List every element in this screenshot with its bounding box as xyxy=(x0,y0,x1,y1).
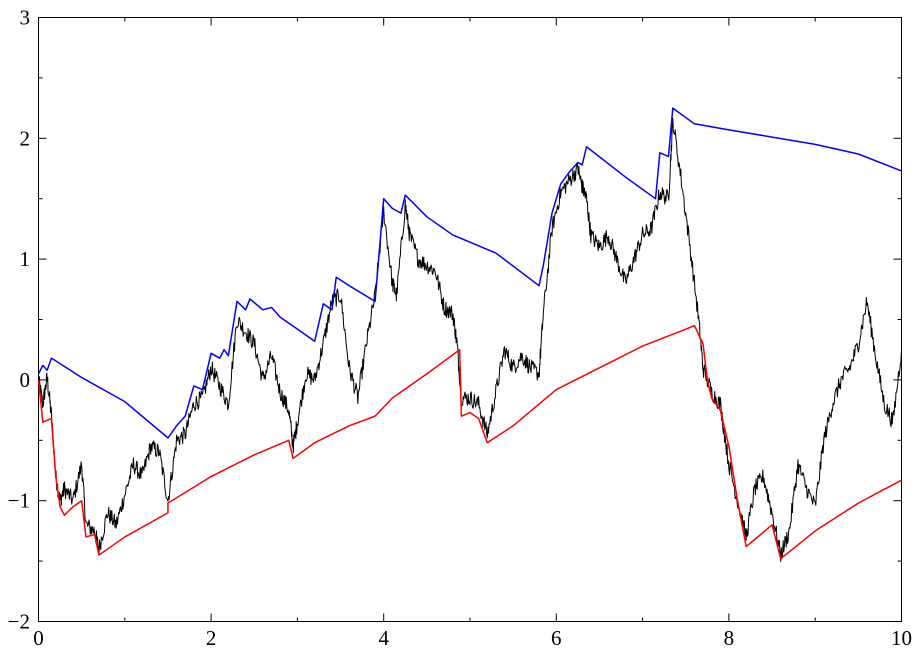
axis-ticks: 0 2 4 6 8 10 −2 −1 0 1 2 3 xyxy=(8,6,912,649)
series-layer xyxy=(37,107,902,562)
x-tick-label: 2 xyxy=(206,626,217,649)
x-tick-label: 0 xyxy=(33,626,44,649)
y-tick-label: 1 xyxy=(20,247,31,271)
y-tick-label: 3 xyxy=(20,6,31,30)
series-line-1 xyxy=(37,324,902,560)
x-tick-label: 8 xyxy=(724,626,735,649)
x-tick-label: 4 xyxy=(378,626,389,649)
y-tick-label: −2 xyxy=(8,610,30,634)
x-tick-label: 10 xyxy=(891,626,912,649)
series-line-2 xyxy=(38,117,902,562)
x-tick-label: 6 xyxy=(551,626,562,649)
y-tick-label: −1 xyxy=(8,489,30,513)
y-tick-label: 0 xyxy=(20,368,31,392)
y-tick-label: 2 xyxy=(20,126,31,150)
series-line-0 xyxy=(37,107,902,439)
plot-frame xyxy=(38,17,902,622)
